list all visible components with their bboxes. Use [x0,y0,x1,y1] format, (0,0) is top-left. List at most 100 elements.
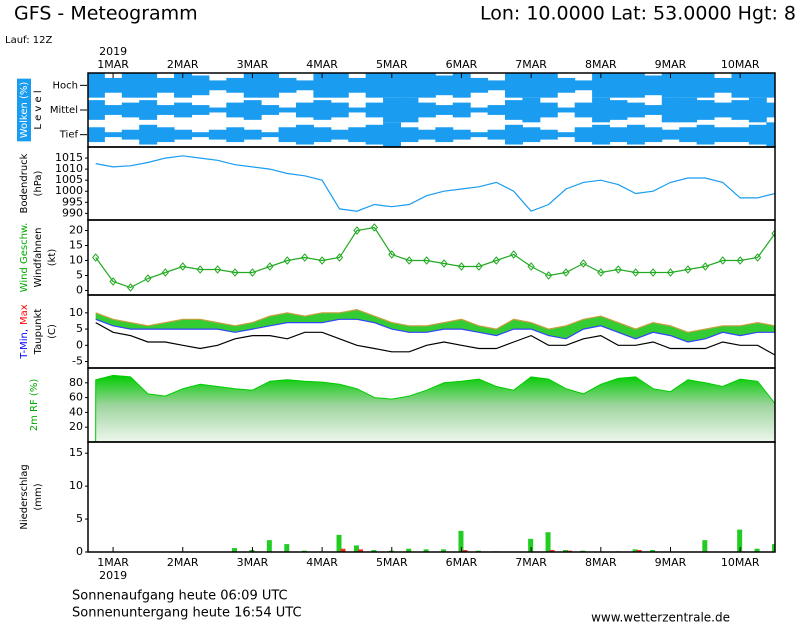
cloud-cell [696,124,715,145]
y-axis-label-box [17,78,31,142]
marker [231,268,239,277]
cloud-cell [261,132,280,138]
cloud-cell [261,73,280,98]
bar [266,540,272,552]
x-tick-label: 4MAR [306,556,338,569]
cloud-cell [644,105,663,115]
marker [388,250,396,259]
marker [771,229,775,238]
marker [544,271,553,280]
cloud-cell [104,77,123,93]
cloud-cell [592,124,611,145]
cloud-cell [365,102,384,118]
x-tick-label: 1MAR [97,556,129,569]
cloud-cell [748,124,767,145]
bar [353,545,359,552]
cloud-cell [748,97,767,123]
y-tick-label: 5 [76,269,83,282]
y-tick-label: 10 [69,479,83,492]
y-tick-label: 40 [69,405,83,418]
x-tick-label: 2MAR [167,58,199,71]
cloud-cell [539,129,558,140]
cloud-cell [505,124,523,145]
cloud-cell [522,73,541,98]
y-axis-label: Niederschlag [19,464,30,529]
panel [88,73,775,147]
cloud-cell [487,105,506,115]
marker [527,262,535,271]
x-tick-label: 8MAR [585,58,617,71]
cloud-cell [156,77,175,93]
y-axis-label: (hPa) [33,170,44,196]
y-tick-label: 80 [69,376,83,389]
cloud-cell [121,102,140,118]
y-axis-label-part: Windfahnen [33,228,44,288]
marker [405,256,413,265]
x-tick-label: 3MAR [237,58,269,71]
cloud-cell [452,102,471,118]
y-axis-label-part: Niederschlag [19,464,30,529]
cloud-cell [714,127,732,143]
cloud-cell [313,73,332,98]
x-tick-label: 6MAR [446,556,478,569]
cloud-cell [505,100,523,120]
y-tick-label: 15 [69,446,83,459]
panel [232,529,775,552]
panel-frame [87,219,776,296]
cloud-cell [609,100,628,120]
row-label: Tief [59,130,79,141]
x-tick-label: 10MAR [721,58,760,71]
y-axis-label-part: T-Min, [19,329,30,360]
marker [457,262,466,271]
year-label: 2019 [99,569,127,582]
cloud-cell [88,127,105,143]
x-tick-label: 7MAR [515,556,547,569]
bar [284,544,290,552]
cloud-cell [609,73,628,98]
cloud-cell [313,127,332,143]
y-tick-label: 0 [76,338,83,351]
cloud-cell [139,100,158,120]
marker [353,226,361,235]
bar [462,550,468,552]
cloud-cell [592,73,611,98]
marker [475,262,483,271]
cloud-cell [348,77,367,93]
marker [196,265,204,274]
marker [719,256,727,265]
cloud-cell [731,127,750,143]
cloud-cell [766,102,775,118]
y-axis-label: Wind Geschw. [19,223,30,293]
y-tick-label: 995 [62,195,83,208]
area [95,374,775,442]
cloud-cell [104,132,123,138]
y-axis-label: (kt) [47,249,58,267]
y-axis-label-part: Wolken (%) [19,82,30,139]
line [95,308,775,333]
y-tick-label: 5 [76,512,83,525]
location: Lon: 10.0000 Lat: 53.0000 Hgt: 8 [480,3,796,25]
panel-frame [87,146,776,221]
bar [562,550,568,552]
panel [95,374,775,442]
y-axis-label: L e v e l [33,90,44,129]
cloud-cell [731,73,750,98]
row-label: Hoch [53,80,78,91]
y-axis-label: T-Min, Max [19,304,30,359]
marker [631,268,640,277]
y-tick-label: 1005 [55,173,83,186]
marker [370,223,379,232]
bar [406,548,412,552]
panel [92,223,775,292]
y-axis-label: Wolken (%) [19,82,30,139]
y-axis-label: (C) [47,324,58,339]
x-tick-label: 4MAR [306,58,338,71]
cloud-cell [348,127,367,143]
cloud-cell [295,124,314,145]
cloud-cell [522,127,541,143]
x-tick-label: 10MAR [721,556,760,569]
cloud-cell [121,73,140,98]
y-axis-label-part: Taupunkt [33,309,44,356]
marker [161,268,169,277]
x-tick-label: 9MAR [655,556,687,569]
